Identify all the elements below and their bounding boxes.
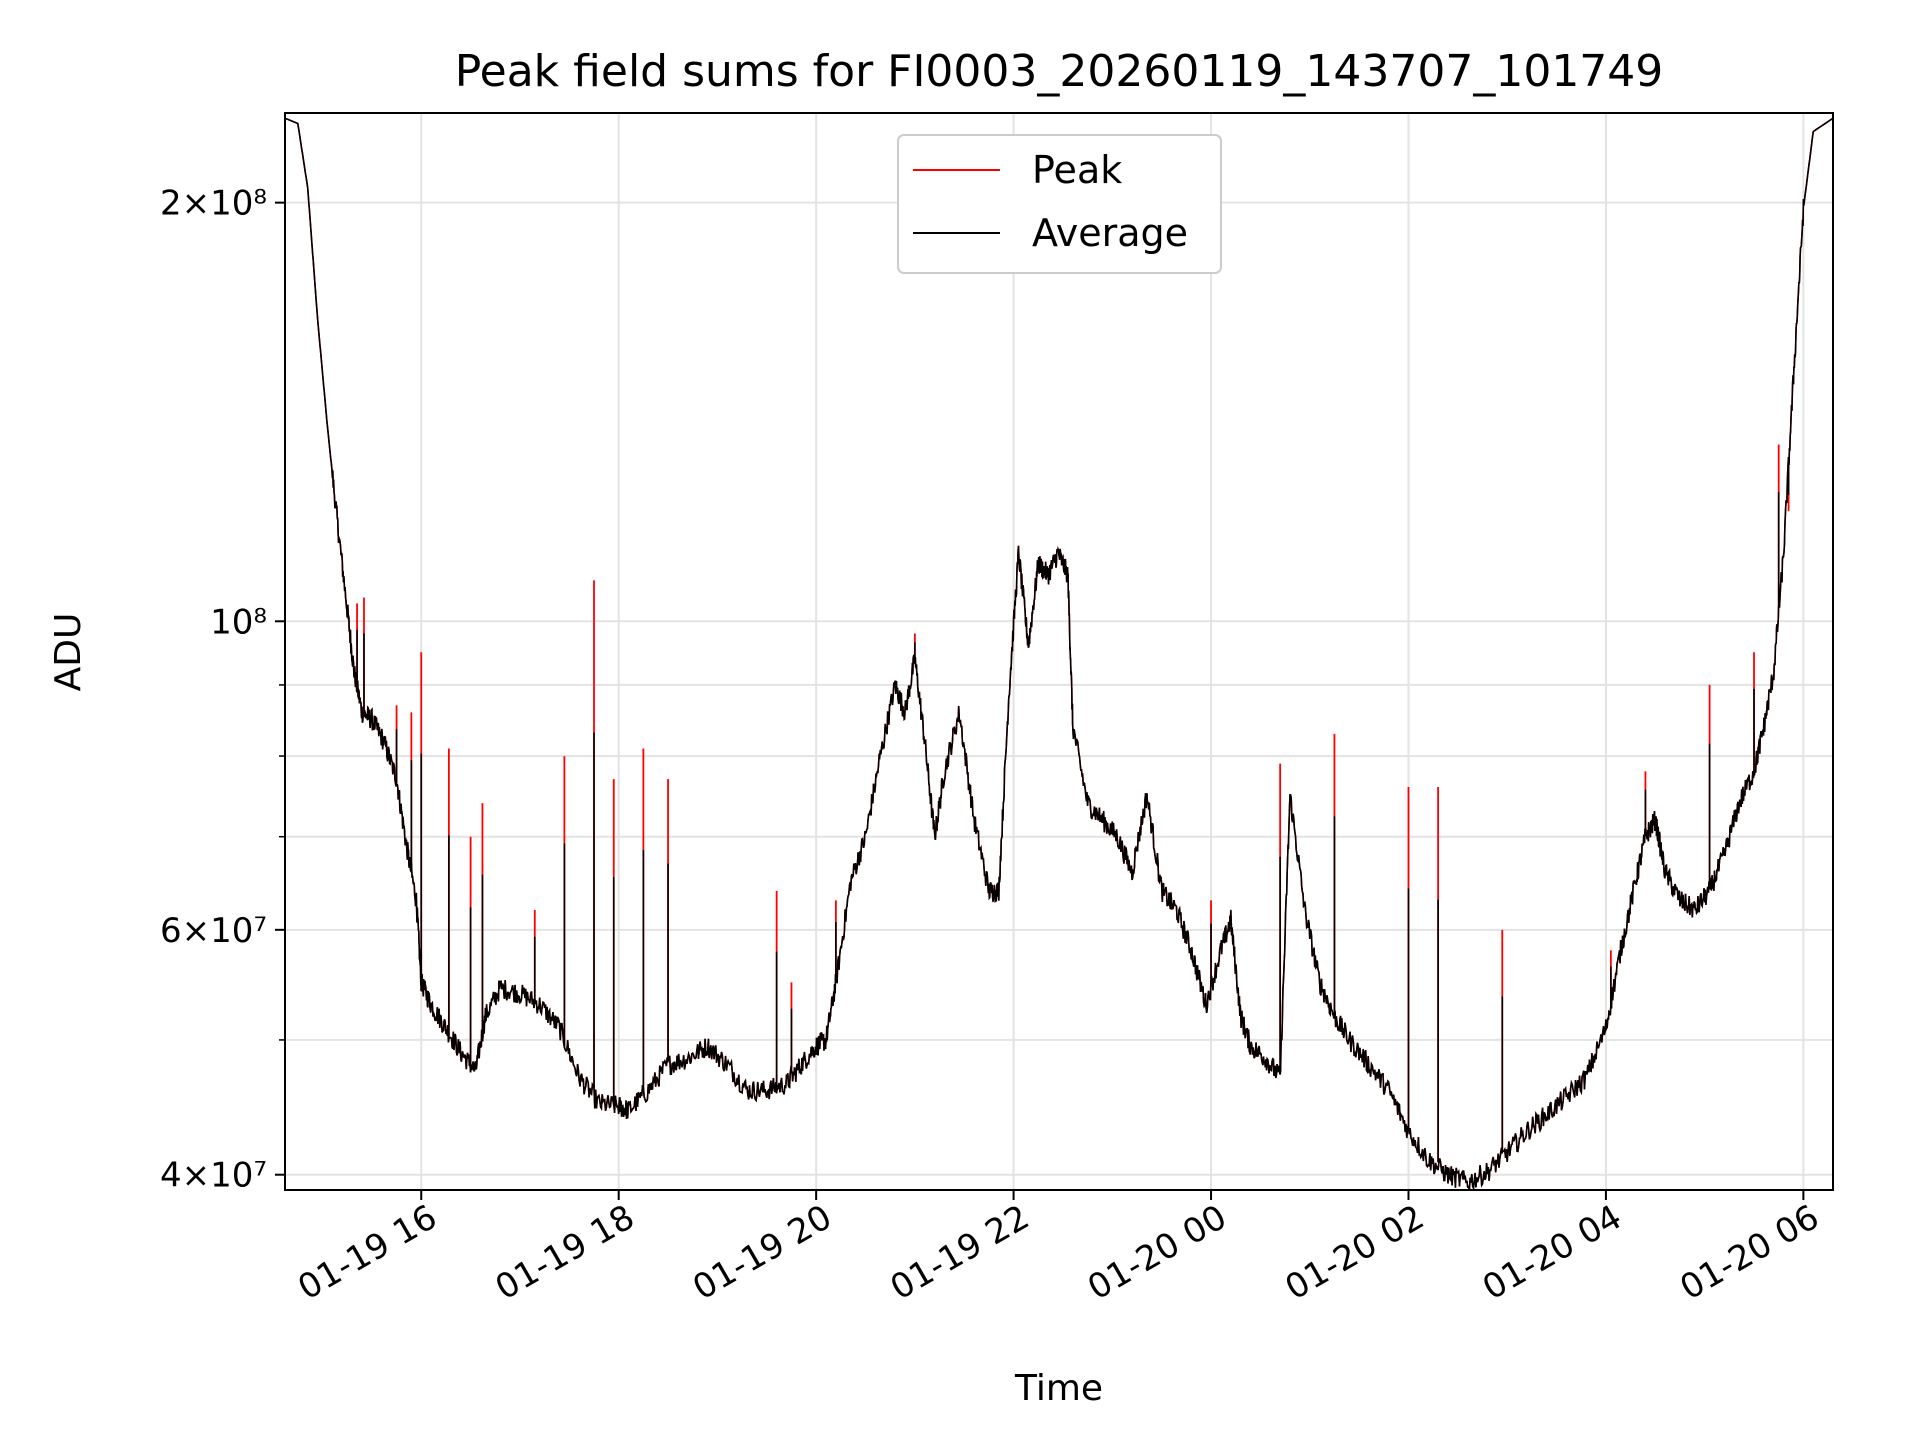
legend-label-average: Average [1032, 211, 1188, 255]
y-tick-label: 2×10⁸ [160, 184, 267, 224]
y-axis-label: ADU [48, 613, 89, 692]
chart-title: Peak field sums for FI0003_20260119_1437… [455, 46, 1664, 97]
plot-area [285, 117, 1833, 1190]
legend-label-peak: Peak [1032, 148, 1122, 192]
average-line [285, 117, 1833, 1190]
y-tick-label: 4×10⁷ [160, 1156, 267, 1196]
plot-frame [284, 112, 1834, 1191]
grid [285, 113, 1833, 1190]
legend: Peak Average [897, 134, 1222, 274]
y-tick-label: 6×10⁷ [160, 911, 267, 951]
x-axis-label: Time [1014, 1368, 1103, 1409]
y-tick-label: 10⁸ [210, 602, 267, 642]
